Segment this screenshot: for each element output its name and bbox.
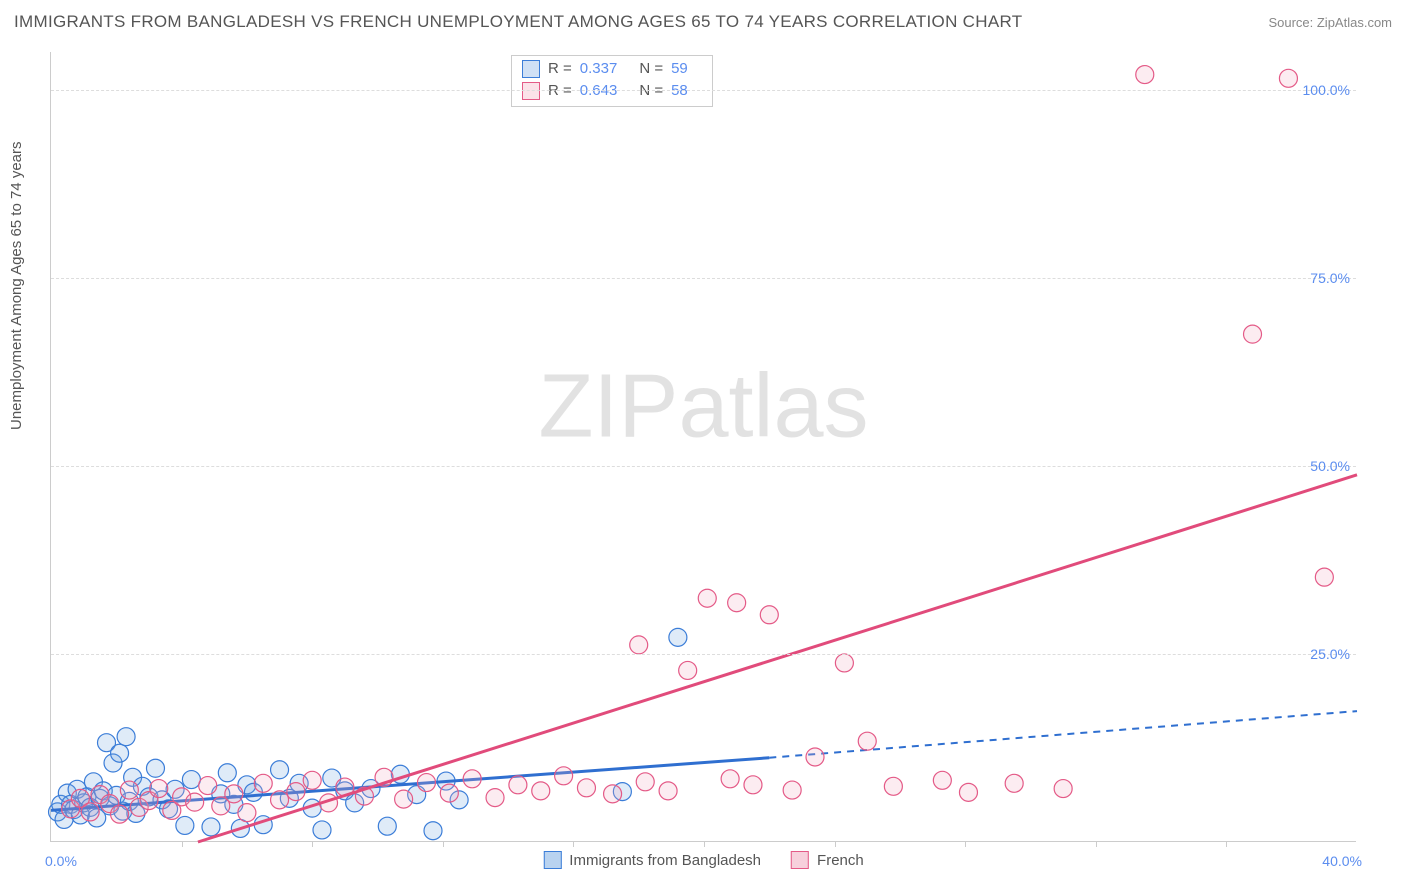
gridline-h	[51, 278, 1356, 279]
data-point	[1315, 568, 1333, 586]
chart-title: IMMIGRANTS FROM BANGLADESH VS FRENCH UNE…	[14, 12, 1022, 32]
y-tick-label: 75.0%	[1310, 270, 1350, 286]
data-point	[117, 728, 135, 746]
data-point	[858, 732, 876, 750]
data-point	[254, 774, 272, 792]
data-point	[81, 803, 99, 821]
x-tick-label-start: 0.0%	[45, 853, 77, 869]
data-point	[744, 776, 762, 794]
data-point	[1136, 66, 1154, 84]
legend-label-2: French	[817, 852, 864, 869]
data-point	[424, 822, 442, 840]
data-point	[577, 779, 595, 797]
data-point	[199, 777, 217, 795]
x-tick-label-end: 40.0%	[1322, 853, 1362, 869]
data-point	[271, 761, 289, 779]
x-tick	[573, 841, 574, 847]
data-point	[1005, 774, 1023, 792]
data-point	[835, 654, 853, 672]
data-point	[395, 790, 413, 808]
data-point	[271, 791, 289, 809]
data-point	[933, 771, 951, 789]
data-point	[604, 785, 622, 803]
data-point	[630, 636, 648, 654]
data-point	[218, 764, 236, 782]
data-point	[884, 777, 902, 795]
data-point	[1244, 325, 1262, 343]
data-point	[783, 781, 801, 799]
data-point	[698, 589, 716, 607]
data-point	[287, 783, 305, 801]
data-point	[959, 783, 977, 801]
data-point	[225, 785, 243, 803]
source-label: Source: ZipAtlas.com	[1268, 15, 1392, 30]
data-point	[417, 774, 435, 792]
data-point	[176, 816, 194, 834]
y-tick-label: 100.0%	[1303, 82, 1350, 98]
data-point	[238, 804, 256, 822]
x-tick	[835, 841, 836, 847]
x-tick	[182, 841, 183, 847]
data-point	[120, 781, 138, 799]
x-tick	[312, 841, 313, 847]
data-point	[440, 784, 458, 802]
x-tick	[1096, 841, 1097, 847]
data-point	[659, 782, 677, 800]
data-point	[679, 661, 697, 679]
y-tick-label: 25.0%	[1310, 646, 1350, 662]
data-point	[486, 789, 504, 807]
data-point	[186, 793, 204, 811]
data-point	[760, 606, 778, 624]
data-point	[150, 780, 168, 798]
x-tick	[704, 841, 705, 847]
trend-line-dashed	[769, 711, 1357, 758]
y-tick-label: 50.0%	[1310, 458, 1350, 474]
data-point	[202, 818, 220, 836]
legend-item-2: French	[791, 851, 864, 869]
legend-swatch-1	[543, 851, 561, 869]
bottom-legend: Immigrants from Bangladesh French	[543, 851, 863, 869]
y-axis-label: Unemployment Among Ages 65 to 74 years	[8, 141, 25, 430]
data-point	[1279, 69, 1297, 87]
data-point	[806, 748, 824, 766]
legend-swatch-2	[791, 851, 809, 869]
data-point	[313, 821, 331, 839]
data-point	[636, 773, 654, 791]
data-point	[303, 771, 321, 789]
plot-area: ZIPatlas R = 0.337 N = 59 R = 0.643 N = …	[50, 52, 1356, 842]
data-point	[1054, 780, 1072, 798]
x-tick	[443, 841, 444, 847]
x-tick	[1226, 841, 1227, 847]
data-point	[111, 805, 129, 823]
data-point	[721, 770, 739, 788]
gridline-h	[51, 90, 1356, 91]
data-point	[111, 744, 129, 762]
gridline-h	[51, 654, 1356, 655]
trend-line	[198, 475, 1357, 842]
data-point	[509, 776, 527, 794]
data-point	[728, 594, 746, 612]
data-point	[378, 817, 396, 835]
data-point	[532, 782, 550, 800]
data-point	[463, 770, 481, 788]
data-point	[669, 628, 687, 646]
chart-svg	[51, 52, 1356, 841]
x-tick	[965, 841, 966, 847]
data-point	[555, 767, 573, 785]
legend-item-1: Immigrants from Bangladesh	[543, 851, 761, 869]
legend-label-1: Immigrants from Bangladesh	[569, 852, 761, 869]
data-point	[182, 771, 200, 789]
data-point	[146, 759, 164, 777]
gridline-h	[51, 466, 1356, 467]
